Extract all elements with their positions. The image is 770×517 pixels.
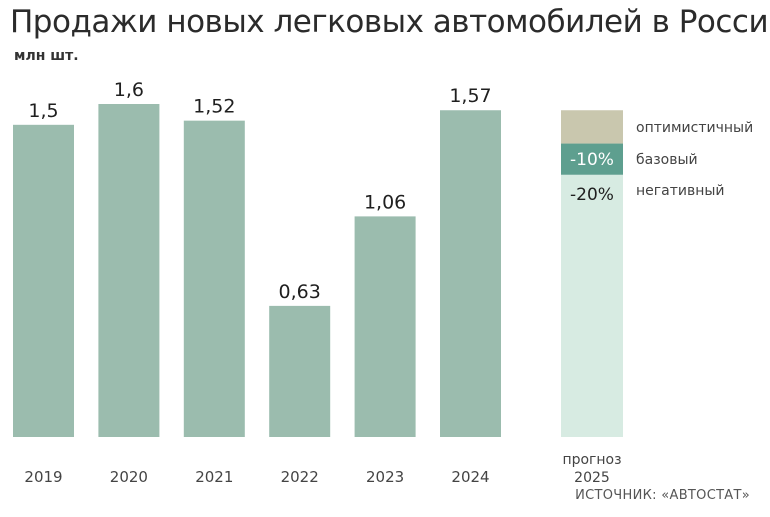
forecast-optimistic-segment bbox=[561, 110, 623, 144]
bar-2019 bbox=[13, 124, 74, 437]
tick-label-2020: 2020 bbox=[110, 468, 148, 486]
value-label-2019: 1,5 bbox=[28, 100, 58, 122]
legend-optimistic: оптимистичный bbox=[636, 120, 753, 136]
value-label-2021: 1,52 bbox=[193, 96, 235, 118]
value-label-2020: 1,6 bbox=[114, 79, 144, 101]
bar-2020 bbox=[98, 104, 160, 437]
unit-label: млн шт. bbox=[14, 48, 79, 64]
forecast-negative-pct: -20% bbox=[570, 185, 614, 205]
bar-2023 bbox=[354, 216, 416, 437]
tick-label-2019: 2019 bbox=[24, 468, 62, 486]
tick-label-2023: 2023 bbox=[366, 468, 404, 486]
bar-2024 bbox=[440, 110, 501, 438]
legend-negative: негативный bbox=[636, 183, 725, 199]
bar-2021 bbox=[183, 120, 245, 438]
forecast-base-segment bbox=[561, 143, 623, 175]
tick-label-forecast-line1: прогноз bbox=[562, 452, 621, 468]
value-label-2023: 1,06 bbox=[364, 191, 406, 213]
legend-base: базовый bbox=[636, 152, 698, 168]
source-note: ИСТОЧНИК: «АВТОСТАТ» bbox=[575, 488, 750, 503]
tick-label-forecast-line2: 2025 bbox=[574, 470, 610, 486]
chart-title: Продажи новых легковых автомобилей в Рос… bbox=[10, 4, 770, 40]
tick-label-2024: 2024 bbox=[451, 468, 489, 486]
forecast-negative-segment bbox=[561, 174, 623, 437]
forecast-base-pct: -10% bbox=[570, 150, 614, 170]
value-label-2024: 1,57 bbox=[449, 85, 491, 107]
value-label-2022: 0,63 bbox=[279, 281, 321, 303]
tick-label-2021: 2021 bbox=[195, 468, 233, 486]
tick-label-2022: 2022 bbox=[281, 468, 319, 486]
bar-2022 bbox=[269, 305, 331, 437]
